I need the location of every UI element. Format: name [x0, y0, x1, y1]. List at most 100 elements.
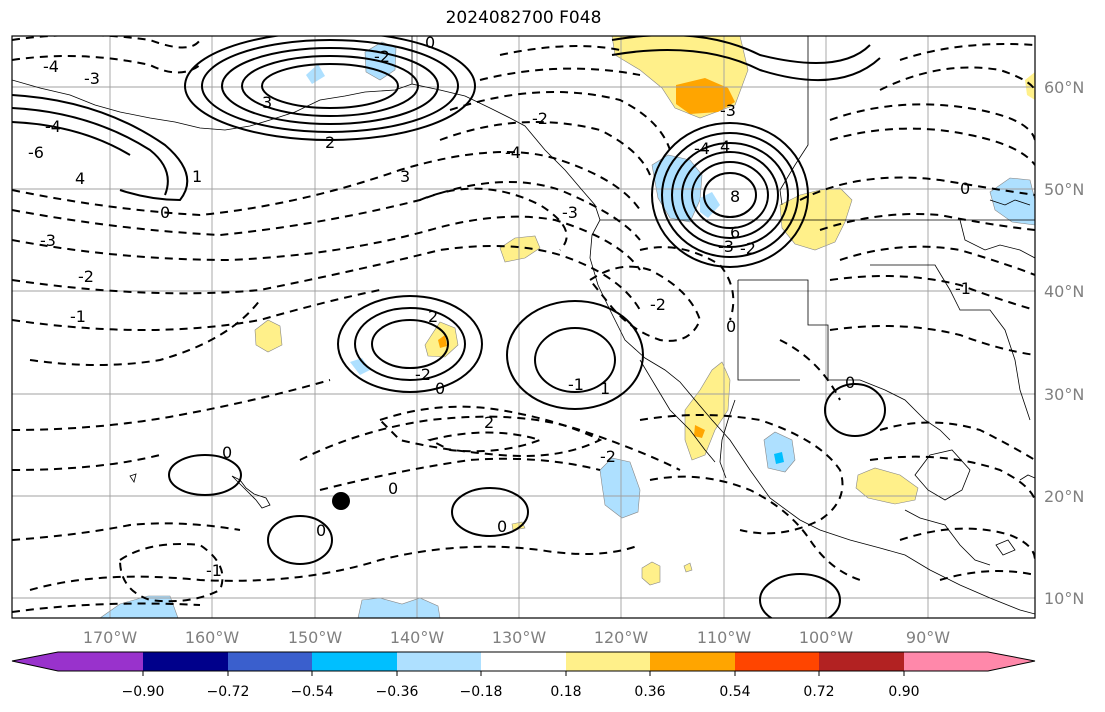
contour-label: 0 — [960, 179, 970, 198]
colorbar-segment — [650, 652, 735, 671]
contour-label: -2 — [532, 109, 548, 128]
shade-positive-s2 — [683, 562, 693, 573]
contour-label: -2 — [740, 239, 756, 258]
contour-label: 0 — [316, 521, 326, 540]
contour-label: -3 — [562, 203, 578, 222]
colorbar-extend-left — [12, 652, 58, 671]
colorbar: −0.90 −0.72 −0.54 −0.36 −0.18 0.18 0.36 … — [11, 651, 1036, 700]
shade-orange-baja — [694, 425, 705, 438]
contour-label: -1 — [955, 279, 971, 298]
contour-label: 0 — [160, 203, 170, 222]
colorbar-segment — [397, 652, 481, 671]
contour-label: -1 — [206, 561, 222, 580]
contour-label: 3 — [400, 167, 410, 186]
contour-label: 4 — [720, 137, 730, 156]
lon-label: 90°W — [906, 628, 950, 647]
lon-label: 100°W — [799, 628, 854, 647]
contour-label: -1 — [70, 307, 86, 326]
dashed-contours — [12, 36, 1035, 613]
shade-positive-1032 — [1025, 72, 1035, 100]
colorbar-tick-label: −0.54 — [291, 684, 334, 700]
contour-label: -4 — [694, 139, 710, 158]
colorbar-extend-right — [988, 652, 1035, 671]
contour-label: 0 — [845, 373, 855, 392]
colorbar-outline — [11, 651, 1036, 672]
contour-label: -2 — [600, 447, 616, 466]
shade-negative-pac4 — [350, 358, 370, 375]
contour-label: -2 — [78, 267, 94, 286]
lat-label: 50°N — [1044, 180, 1084, 199]
contour-labels: -4 -3 3 -2 0 2 -4 -6 4 -3 3 1 0 -4 -3 -2… — [28, 33, 971, 580]
contour-label: 6 — [730, 223, 740, 242]
colorbar-segment — [481, 652, 566, 671]
colorbar-tick-label: 0.54 — [719, 684, 750, 700]
longitude-labels: 170°W 160°W 150°W 140°W 130°W 120°W 110°… — [83, 628, 950, 647]
contour-label: -3 — [40, 231, 56, 250]
plot-title: 2024082700 F048 — [445, 8, 602, 28]
lat-label: 60°N — [1044, 78, 1084, 97]
shade-orange-pac3 — [438, 335, 447, 348]
contour-label: 0 — [388, 479, 398, 498]
contour-label: -6 — [28, 143, 44, 162]
graticule — [12, 36, 1035, 618]
contour-label: -3 — [720, 101, 736, 120]
contour-label: 4 — [75, 169, 85, 188]
shade-negative-mexico — [763, 431, 796, 473]
lat-label: 20°N — [1044, 487, 1084, 506]
lon-label: 140°W — [390, 628, 445, 647]
shade-negative-sw2 — [357, 597, 441, 618]
colorbar-tick-label: −0.72 — [207, 684, 250, 700]
contour-label: 0 — [726, 317, 736, 336]
lon-label: 150°W — [288, 628, 343, 647]
shade-positive-gulf — [855, 467, 919, 505]
shade-positive-s1 — [641, 561, 661, 586]
colorbar-segment — [228, 652, 312, 671]
contour-label: -1 — [568, 375, 584, 394]
lat-label: 40°N — [1044, 282, 1084, 301]
contour-label: -2 — [650, 295, 666, 314]
colorbar-segment — [819, 652, 904, 671]
lon-label: 120°W — [594, 628, 649, 647]
contour-label: 1 — [192, 167, 202, 186]
contour-label: 0 — [435, 379, 445, 398]
lat-label: 10°N — [1044, 589, 1084, 608]
contour-label: -2 — [374, 47, 390, 66]
contour-label: -4 — [45, 117, 61, 136]
contour-label: 0 — [222, 443, 232, 462]
contour-label: -4 — [505, 143, 521, 162]
colorbar-tick-label: 0.18 — [550, 684, 581, 700]
contour-label: 1 — [600, 379, 610, 398]
contour-label: 2 — [484, 413, 494, 432]
contour-label: -4 — [43, 57, 59, 76]
latitude-labels: 60°N 50°N 40°N 30°N 20°N 10°N — [1044, 78, 1084, 608]
lon-label: 170°W — [83, 628, 138, 647]
colorbar-segment — [566, 652, 650, 671]
contour-label: 0 — [497, 517, 507, 536]
contour-label: 8 — [730, 187, 740, 206]
colorbar-segments — [12, 652, 1035, 671]
colorbar-segment — [312, 652, 397, 671]
contour-label: -3 — [84, 69, 100, 88]
colorbar-ticks — [142, 671, 905, 676]
contour-label: 2 — [325, 133, 335, 152]
contour-label: 0 — [425, 33, 435, 52]
colorbar-tick-label: −0.36 — [376, 684, 419, 700]
colorbar-segment — [58, 652, 143, 671]
contour-label: -2 — [415, 365, 431, 384]
lon-label: 130°W — [492, 628, 547, 647]
lat-label: 30°N — [1044, 385, 1084, 404]
shade-positive-pac2 — [254, 319, 283, 353]
shade-negative-mexico-core — [774, 452, 784, 464]
colorbar-tick-label: −0.90 — [122, 684, 165, 700]
shade-negative-alaska2 — [306, 64, 325, 84]
shade-negative-epac — [599, 457, 641, 519]
colorbar-segment — [143, 652, 228, 671]
colorbar-tick-label: 0.36 — [634, 684, 665, 700]
lon-label: 160°W — [185, 628, 240, 647]
contour-label: 3 — [262, 93, 272, 112]
colorbar-tick-label: 0.72 — [803, 684, 834, 700]
contour-label: 2 — [428, 307, 438, 326]
colorbar-segment — [735, 652, 819, 671]
solid-contours — [12, 36, 886, 618]
